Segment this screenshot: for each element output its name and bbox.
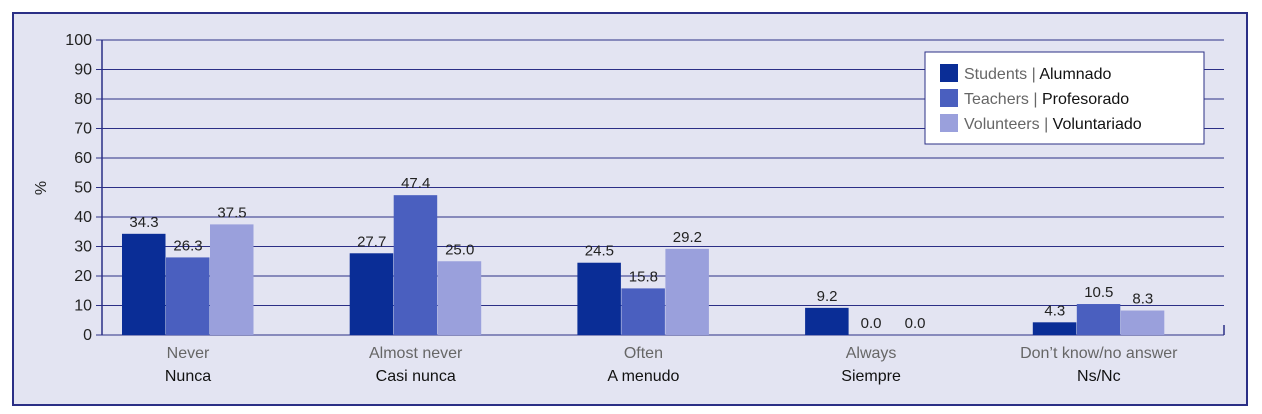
x-tick-label-en: Always [846,345,897,362]
legend-swatch [940,114,958,132]
y-tick-label: 100 [65,32,92,49]
bar-students [122,233,166,335]
data-label: 29.2 [673,229,702,246]
data-label: 25.0 [445,241,474,258]
bar-teachers [393,195,438,335]
bar-teachers [621,288,665,335]
legend-label: Volunteers | Voluntariado [964,116,1142,133]
data-label: 10.5 [1084,284,1113,301]
bar-volunteers [210,224,254,335]
x-tick-label-es: Casi nunca [376,368,456,385]
data-label: 34.3 [129,214,158,231]
y-tick-label: 40 [74,209,92,226]
bar-students [349,253,394,335]
y-tick-label: 80 [74,91,92,108]
x-tick-label-en: Don’t know/no answer [1020,345,1178,362]
data-label: 26.3 [173,237,202,254]
legend-box [924,51,1205,145]
x-tick-label-en: Almost never [369,345,463,362]
bar-students [805,307,849,335]
data-label: 37.5 [217,204,246,221]
bar-teachers [166,257,210,335]
data-label: 15.8 [629,268,658,285]
bar-volunteers [437,261,482,335]
x-tick-label-en: Often [624,345,663,362]
y-axis-title: % [33,181,50,195]
y-tick-label: 70 [74,121,92,138]
data-label: 0.0 [861,315,882,332]
legend-label: Teachers | Profesorado [964,91,1129,108]
data-label: 27.7 [357,233,386,250]
y-tick-label: 20 [74,268,92,285]
x-tick-label-en: Never [167,345,210,362]
y-tick-label: 50 [74,180,92,197]
data-label: 0.0 [905,315,926,332]
legend-swatch [940,64,958,82]
bar-volunteers [665,248,709,335]
bar-volunteers [1120,310,1165,335]
data-label: 9.2 [817,288,838,305]
y-tick-label: 90 [74,62,92,79]
legend-swatch [940,89,958,107]
bar-teachers [1076,304,1121,335]
y-tick-label: 10 [74,298,92,315]
x-tick-label-es: A menudo [607,368,679,385]
y-tick-label: 60 [74,150,92,167]
y-tick-label: 30 [74,239,92,256]
data-label: 8.3 [1132,291,1153,308]
legend-label: Students | Alumnado [964,66,1111,83]
data-label: 24.5 [585,243,614,260]
data-label: 47.4 [401,175,430,192]
x-tick-label-es: Siempre [841,368,901,385]
x-tick-label-es: Nunca [165,368,211,385]
bar-students [1032,322,1077,335]
x-tick-label-es: Ns/Nc [1077,368,1121,385]
y-tick-label: 0 [83,327,92,344]
data-label: 4.3 [1044,302,1065,319]
bar-students [577,262,621,335]
